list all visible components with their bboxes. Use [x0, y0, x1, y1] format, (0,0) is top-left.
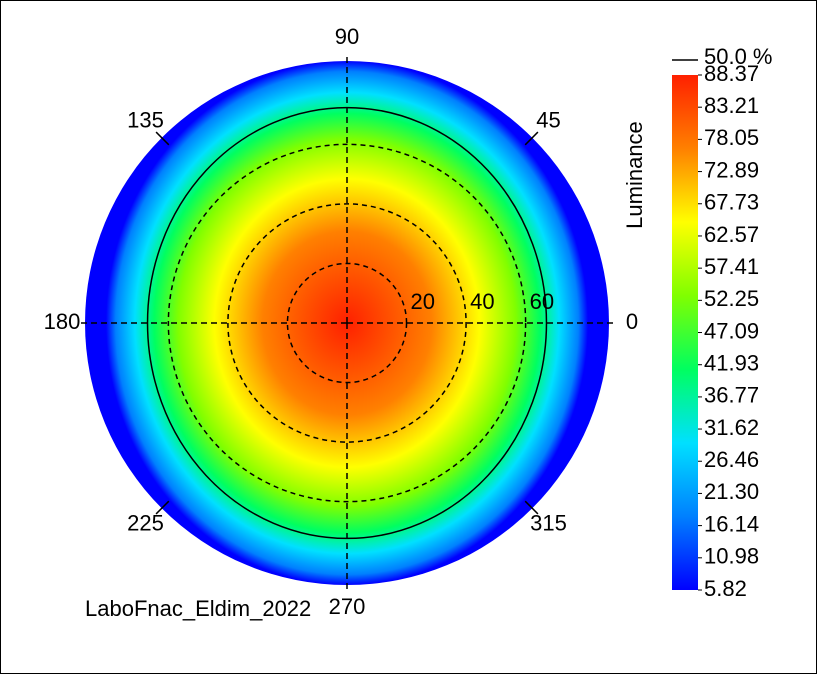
colorbar-tick-label: 47.09 [704, 318, 759, 343]
colorbar-tick-label: 41.93 [704, 351, 759, 376]
colorbar-tick-label: 36.77 [704, 383, 759, 408]
colorbar-tick-label: 26.46 [704, 447, 759, 472]
azimuth-tick [524, 500, 539, 515]
colorbar-title: Luminance [622, 121, 647, 229]
azimuth-tick-label: 45 [536, 107, 560, 132]
colorbar-tick-label: 57.41 [704, 254, 759, 279]
colorbar-tick-label: 5.82 [704, 576, 747, 601]
azimuth-tick-label: 315 [530, 510, 567, 535]
colorbar-tick-label: 67.73 [704, 190, 759, 215]
radial-grid [227, 203, 467, 443]
colorbar-tick-label: 31.62 [704, 415, 759, 440]
azimuth-tick [155, 500, 170, 515]
radial-tick-label: 60 [530, 289, 554, 314]
contour-legend-label: 50.0 % [704, 44, 773, 69]
azimuth-tick-label: 270 [329, 594, 366, 619]
azimuth-tick-label: 135 [127, 107, 164, 132]
azimuth-tick-label: 90 [335, 24, 359, 49]
azimuth-tick [155, 131, 170, 146]
radial-tick-label: 40 [470, 289, 494, 314]
colorbar-tick-label: 16.14 [704, 511, 759, 536]
colorbar-tick-label: 83.21 [704, 93, 759, 118]
colorbar-tick-label: 10.98 [704, 544, 759, 569]
azimuth-tick [524, 131, 539, 146]
azimuth-tick-label: 225 [127, 510, 164, 535]
azimuth-tick-label: 180 [44, 309, 81, 334]
colorbar-tick-label: 78.05 [704, 125, 759, 150]
colorbar-tick-label: 62.57 [704, 222, 759, 247]
radial-grid [167, 143, 527, 503]
radial-grid [286, 262, 408, 384]
footer: LaboFnac_Eldim_2022 [85, 596, 311, 621]
colorbar-tick-label: 72.89 [704, 157, 759, 182]
azimuth-tick-label: 0 [626, 309, 638, 334]
colorbar-tick-label: 88.37 [704, 61, 759, 86]
colorbar-tick-label: 52.25 [704, 286, 759, 311]
radial-tick-label: 20 [411, 289, 435, 314]
colorbar [672, 75, 698, 590]
colorbar-tick-label: 21.30 [704, 479, 759, 504]
